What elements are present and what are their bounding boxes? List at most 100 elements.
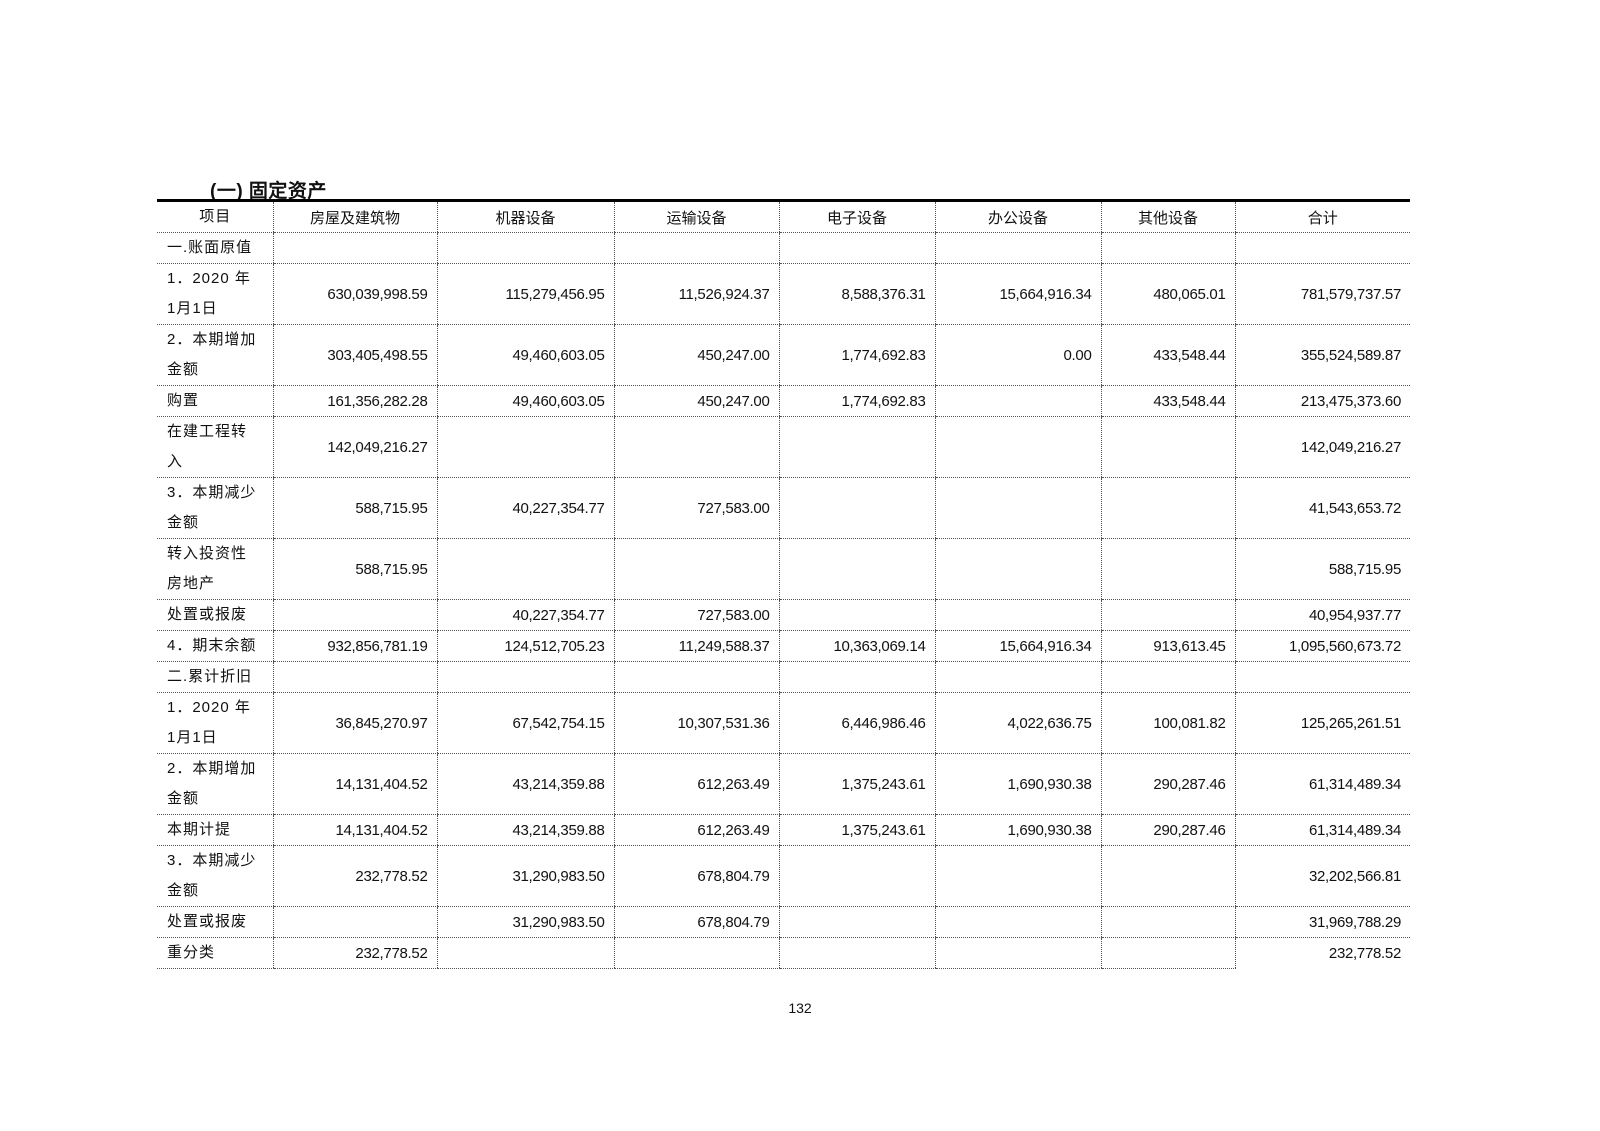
table-cell: 232,778.52 [1234,937,1410,969]
row-label: 转入投资性 房地产 [157,538,273,600]
table-row: 一.账面原值 [157,232,1410,264]
table-cell: 67,542,754.15 [436,692,614,754]
table-cell: 4,022,636.75 [934,692,1101,754]
row-label: 二.累计折旧 [157,661,273,693]
table-cell: 11,249,588.37 [613,630,779,662]
table-cell [778,232,935,264]
table-cell [613,232,779,264]
section-title: (一) 固定资产 [210,181,327,202]
table-cell: 433,548.44 [1100,324,1235,386]
row-label: 3．本期减少 金额 [157,477,273,539]
row-label: 重分类 [157,937,273,969]
table-row: 处置或报废 40,227,354.77 727,583.00 40,954,937.7… [157,599,1410,631]
table-cell: 10,307,531.36 [613,692,779,754]
table-cell [436,661,614,693]
table-cell: 213,475,373.60 [1234,385,1410,417]
table-cell [934,385,1101,417]
table-cell: 49,460,603.05 [436,324,614,386]
table-cell [272,661,437,693]
table-cell: 727,583.00 [613,477,779,539]
table-cell [436,538,614,600]
table-row: 3．本期减少 金额 588,715.95 40,227,354.77 727,583.… [157,477,1410,539]
table-cell [1100,937,1235,969]
table-cell: 161,356,282.28 [272,385,437,417]
table-cell [934,906,1101,938]
table-cell: 1,690,930.38 [934,753,1101,815]
table-cell: 15,664,916.34 [934,263,1101,325]
page-number: 132 [788,1000,812,1016]
column-header: 电子设备 [778,202,935,233]
table-cell: 1,375,243.61 [778,814,935,846]
table-cell: 0.00 [934,324,1101,386]
column-header: 运输设备 [613,202,779,233]
table-cell [613,937,779,969]
table-cell [778,845,935,907]
table-cell: 932,856,781.19 [272,630,437,662]
table-row: 4．期末余额 932,856,781.19 124,512,705.23 11,249… [157,630,1410,662]
table-cell: 1,690,930.38 [934,814,1101,846]
column-header: 办公设备 [934,202,1101,233]
table-cell: 31,969,788.29 [1234,906,1410,938]
table-cell: 727,583.00 [613,599,779,631]
table-top-rule [157,199,1410,202]
table-cell [1100,845,1235,907]
row-label: 1．2020 年 1月1日 [157,692,273,754]
table-cell: 43,214,359.88 [436,753,614,815]
row-label: 在建工程转 入 [157,416,273,478]
table-cell: 588,715.95 [1234,538,1410,600]
table-cell: 61,314,489.34 [1234,753,1410,815]
table-row: 1．2020 年 1月1日 630,039,998.59 115,279,456.9… [157,263,1410,325]
table-cell: 49,460,603.05 [436,385,614,417]
row-label: 2．本期增加 金额 [157,324,273,386]
table-cell: 232,778.52 [272,937,437,969]
table-cell [613,416,779,478]
table-cell: 14,131,404.52 [272,753,437,815]
column-header: 房屋及建筑物 [272,202,437,233]
row-label: 2．本期增加 金额 [157,753,273,815]
table-row: 2．本期增加 金额 303,405,498.55 49,460,603.05 450,… [157,324,1410,386]
table-cell [1100,477,1235,539]
table-cell [778,599,935,631]
row-label: 处置或报废 [157,599,273,631]
table-cell: 303,405,498.55 [272,324,437,386]
table-cell [934,477,1101,539]
table-cell: 14,131,404.52 [272,814,437,846]
row-label: 4．期末余额 [157,630,273,662]
row-label: 购置 [157,385,273,417]
row-label: 一.账面原值 [157,232,273,264]
row-label: 3．本期减少 金额 [157,845,273,907]
table-cell [436,232,614,264]
table-cell: 61,314,489.34 [1234,814,1410,846]
table-cell [778,477,935,539]
table-cell: 290,287.46 [1100,753,1235,815]
table-cell [778,538,935,600]
column-header: 项目 [157,202,273,233]
table-cell [272,599,437,631]
column-header: 机器设备 [436,202,614,233]
table-cell: 290,287.46 [1100,814,1235,846]
table-cell [436,937,614,969]
table-cell [613,661,779,693]
table-cell [934,845,1101,907]
table-cell: 8,588,376.31 [778,263,935,325]
table-cell [934,538,1101,600]
table-cell: 40,227,354.77 [436,599,614,631]
table-cell: 433,548.44 [1100,385,1235,417]
table-cell: 100,081.82 [1100,692,1235,754]
table-cell: 612,263.49 [613,814,779,846]
table-cell: 913,613.45 [1100,630,1235,662]
table-row: 转入投资性 房地产 588,715.95 588,715.95 [157,538,1410,600]
table-cell: 781,579,737.57 [1234,263,1410,325]
table-cell [1100,599,1235,631]
table-row: 3．本期减少 金额 232,778.52 31,290,983.50 678,804.… [157,845,1410,907]
table-row: 重分类 232,778.52 232,778.52 [157,937,1410,969]
table-cell [778,937,935,969]
table-cell [436,416,614,478]
table-cell: 40,227,354.77 [436,477,614,539]
table-cell [934,416,1101,478]
table-row: 在建工程转 入 142,049,216.27 142,049,216.27 [157,416,1410,478]
table-row: 二.累计折旧 [157,661,1410,693]
table-cell: 40,954,937.77 [1234,599,1410,631]
table-cell: 6,446,986.46 [778,692,935,754]
table-row: 本期计提 14,131,404.52 43,214,359.88 612,263.49… [157,814,1410,846]
